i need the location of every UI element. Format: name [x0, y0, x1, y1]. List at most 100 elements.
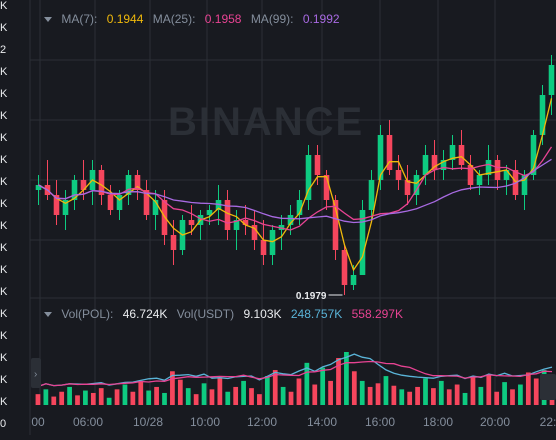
y-edge-label: K — [0, 308, 8, 320]
volume-bar — [328, 380, 333, 405]
candle-body — [449, 145, 456, 160]
volume-bar — [351, 371, 357, 405]
volume-bar — [288, 391, 294, 405]
volume-bar — [170, 371, 175, 405]
vol-pol-label: Vol(POL): — [61, 307, 114, 321]
candle-body — [458, 145, 465, 165]
candle-body — [206, 210, 213, 215]
y-edge-label: K — [0, 154, 8, 166]
volume-bar — [470, 377, 476, 405]
volume-bar — [344, 352, 349, 405]
panel-toggle[interactable] — [31, 358, 41, 388]
candle-body — [98, 170, 105, 195]
candle-body — [53, 195, 60, 215]
volume-bar — [454, 384, 460, 405]
grid-lines — [29, 0, 556, 435]
candle-body — [422, 155, 429, 175]
volume-bar — [304, 362, 310, 405]
x-tick-label: 06:00 — [73, 415, 103, 429]
ma25-line — [38, 146, 553, 231]
ma25-label: MA(25): — [152, 12, 196, 26]
candle-body — [170, 235, 177, 250]
y-edge-label: K — [0, 352, 8, 364]
vol-usdt-label: Vol(USDT) — [176, 307, 235, 321]
candle-body — [305, 155, 312, 200]
vol-ma1-value: 248.757K — [290, 307, 343, 321]
x-tick-label: 22: — [540, 415, 556, 429]
volume-bar — [249, 388, 254, 405]
candle-body — [233, 220, 240, 230]
volume-bar — [525, 372, 531, 405]
chevron-down-icon[interactable] — [44, 17, 52, 23]
y-edge-label: K — [0, 396, 8, 408]
candles — [35, 55, 555, 295]
volume-bar — [478, 386, 484, 405]
volume-bar — [272, 370, 278, 405]
volume-bar — [138, 380, 144, 405]
candle-body — [215, 200, 222, 210]
volume-bar — [518, 384, 523, 405]
y-edge-label: K — [0, 22, 8, 34]
y-edge-label: K — [0, 66, 8, 78]
volume-bar — [486, 374, 492, 405]
volume-bar — [241, 380, 246, 405]
candle-body — [224, 200, 231, 230]
x-tick-label: 20:00 — [480, 415, 510, 429]
candle-body — [548, 65, 555, 95]
volume-bar — [154, 386, 159, 405]
y-edge-label: K — [0, 220, 8, 232]
volume-bars — [35, 352, 555, 405]
volume-bar — [502, 382, 507, 405]
ma7-label: MA(7): — [61, 12, 98, 26]
volume-bar — [177, 379, 183, 405]
volume-ma-lines — [37, 353, 553, 388]
candle-body — [242, 220, 249, 225]
watermark: BINANCE — [168, 100, 365, 144]
candle-body — [413, 175, 420, 195]
y-edge-label: 2 — [0, 44, 6, 56]
volume-bar — [114, 389, 120, 405]
vol-usdt-value: 9.103K — [243, 307, 282, 321]
low-marker-label: 0.1979 — [296, 291, 327, 302]
candle-body — [152, 200, 159, 215]
volume-bar — [415, 386, 420, 405]
volume-bar — [43, 389, 49, 405]
volume-bar — [510, 389, 515, 405]
x-tick-label: 14:00 — [307, 415, 337, 429]
candle-body — [80, 180, 87, 190]
volume-bar — [193, 394, 199, 405]
volume-bar — [438, 380, 444, 405]
candle-body — [134, 175, 141, 190]
volume-bar — [280, 386, 286, 405]
candle-body — [314, 155, 321, 175]
ma7-value: 0.1944 — [106, 12, 144, 26]
volume-bar — [130, 391, 136, 405]
volume-bar — [359, 380, 365, 405]
volume-bar — [407, 391, 413, 405]
candle-body — [296, 200, 303, 215]
volume-bar — [217, 377, 223, 405]
y-edge-label: 0 — [0, 418, 6, 430]
volume-bar — [383, 376, 389, 405]
volume-bar — [209, 389, 215, 405]
scroll-right-button[interactable] — [540, 374, 556, 400]
volume-bar — [257, 394, 262, 405]
y-edge-label: K — [0, 330, 8, 342]
ma99-line — [38, 158, 552, 224]
volume-bar — [296, 378, 302, 405]
candle-body — [269, 230, 276, 255]
x-axis: 00 06:00 10/28 10:00 12:00 14:00 16:00 18:00 20:… — [31, 415, 556, 429]
volume-bar — [201, 383, 207, 405]
chevron-down-icon[interactable] — [44, 312, 52, 318]
volume-bar — [225, 391, 231, 405]
candle-body — [116, 195, 123, 210]
y-edge-label: K — [0, 0, 8, 12]
ma99-value: 0.1992 — [302, 12, 340, 26]
x-tick-label: 16:00 — [365, 415, 395, 429]
price-legend: MA(7): 0.1944 MA(25): 0.1958 MA(99): 0.1… — [44, 12, 346, 26]
volume-bar — [146, 390, 152, 405]
y-edge-label: K — [0, 374, 8, 386]
volume-bar — [51, 396, 57, 405]
volume-bar — [264, 376, 270, 405]
candle-body — [494, 160, 501, 180]
